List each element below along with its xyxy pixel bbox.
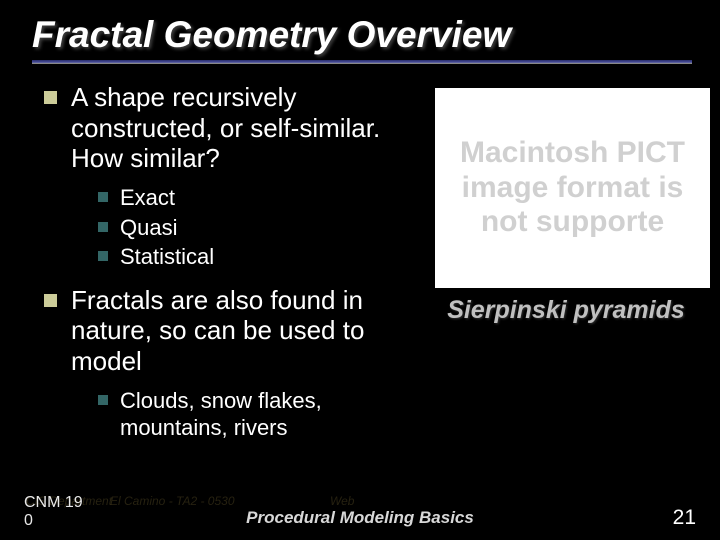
sub-bullet-text: Clouds, snow flakes, mountains, rivers xyxy=(120,387,419,442)
image-placeholder: Macintosh PICT image format is not suppo… xyxy=(435,88,710,288)
image-caption: Sierpinski pyramids xyxy=(426,296,706,325)
bullet-item: A shape recursively constructed, or self… xyxy=(44,82,419,174)
slide-footer: CNM 19 0 Procedural Modeling Basics 21 xyxy=(0,494,720,530)
sub-bullet-text: Statistical xyxy=(120,243,214,271)
sub-bullet-item: Statistical xyxy=(98,243,419,271)
slide: Fractal Geometry Overview A shape recurs… xyxy=(0,0,720,540)
slide-number: 21 xyxy=(673,506,696,530)
footer-left-text: CNM 19 xyxy=(24,494,83,511)
slide-title: Fractal Geometry Overview xyxy=(32,14,696,56)
bullet-text: Fractals are also found in nature, so ca… xyxy=(71,285,419,377)
sub-bullet-group: Exact Quasi Statistical xyxy=(98,184,419,271)
footer-left: CNM 19 0 xyxy=(24,494,83,530)
sub-bullet-item: Clouds, snow flakes, mountains, rivers xyxy=(98,387,419,442)
sub-bullet-item: Exact xyxy=(98,184,419,212)
bullet-item: Fractals are also found in nature, so ca… xyxy=(44,285,419,377)
sub-bullet-text: Exact xyxy=(120,184,175,212)
square-bullet-icon xyxy=(44,294,57,307)
sub-bullet-text: Quasi xyxy=(120,214,177,242)
bullet-column: A shape recursively constructed, or self… xyxy=(24,82,419,456)
square-bullet-icon xyxy=(44,91,57,104)
sub-bullet-group: Clouds, snow flakes, mountains, rivers xyxy=(98,387,419,442)
bullet-text: A shape recursively constructed, or self… xyxy=(71,82,419,174)
image-column: Macintosh PICT image format is not suppo… xyxy=(419,82,696,456)
square-bullet-icon xyxy=(98,222,108,232)
content-area: A shape recursively constructed, or self… xyxy=(24,82,696,456)
square-bullet-icon xyxy=(98,395,108,405)
footer-center: Procedural Modeling Basics xyxy=(0,508,720,528)
square-bullet-icon xyxy=(98,251,108,261)
title-underline xyxy=(32,60,692,64)
square-bullet-icon xyxy=(98,192,108,202)
footer-left-text2: 0 xyxy=(24,512,33,529)
sub-bullet-item: Quasi xyxy=(98,214,419,242)
